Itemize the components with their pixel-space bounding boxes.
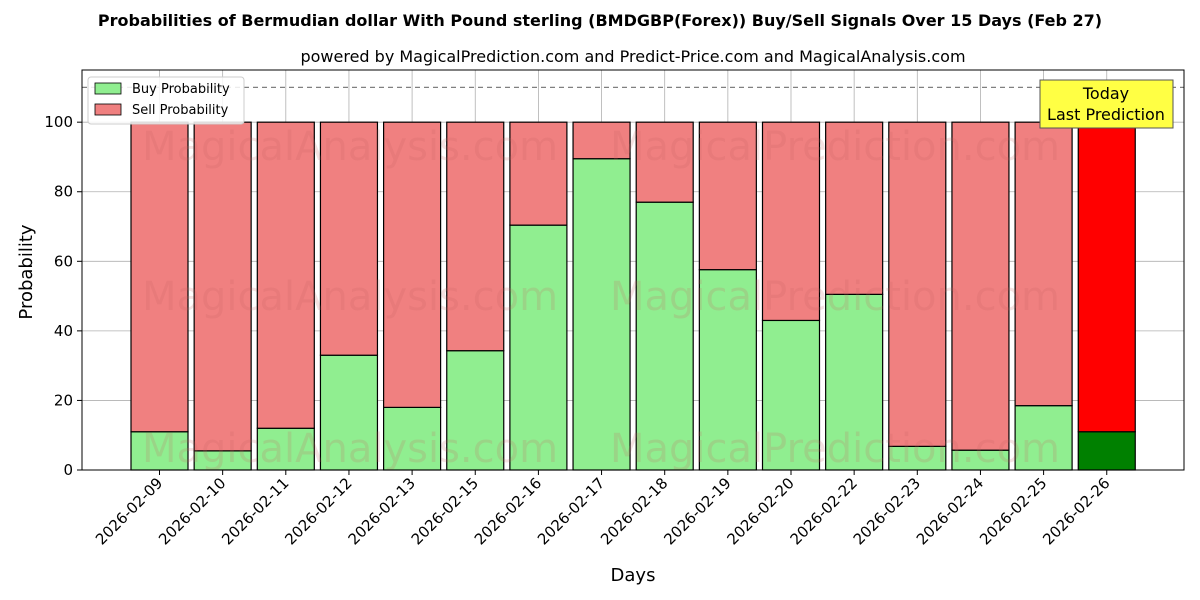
today-annotation: Today Last Prediction: [1039, 79, 1174, 129]
bar-sell-2026-02-25: [1014, 121, 1073, 407]
x-tick-label: 2026-02-13: [345, 474, 419, 548]
watermark: MagicalPrediction.com: [610, 426, 1060, 472]
x-axis: 2026-02-092026-02-102026-02-112026-02-12…: [92, 470, 1114, 548]
y-tick-label: 20: [54, 391, 73, 409]
bar-buy-2026-02-17: [572, 158, 631, 471]
x-tick-label: 2026-02-23: [850, 474, 924, 548]
bar-sell-2026-02-19: [698, 121, 757, 271]
y-tick-label: 40: [54, 322, 73, 340]
legend-sell-swatch: [94, 103, 122, 116]
bar-sell-2026-02-23: [888, 121, 947, 447]
bar-buy-2026-02-11: [256, 427, 315, 471]
bar-sell-2026-02-16: [509, 121, 568, 226]
watermark: MagicalPrediction.com: [610, 124, 1060, 170]
x-tick-label: 2026-02-20: [723, 474, 797, 548]
bar-sell-2026-02-13: [383, 121, 442, 408]
x-tick-label: 2026-02-25: [976, 474, 1050, 548]
chart-subtitle: powered by MagicalPrediction.com and Pre…: [300, 47, 965, 66]
y-tick-label: 0: [63, 461, 73, 479]
x-tick-label: 2026-02-17: [534, 474, 608, 548]
x-axis-label: Days: [611, 565, 656, 586]
legend-box: [87, 76, 245, 125]
today-annotation-line2: Last Prediction: [1047, 105, 1165, 124]
chart-title: Probabilities of Bermudian dollar With P…: [98, 11, 1102, 30]
bar-sell-2026-02-24: [951, 121, 1010, 451]
watermarks: MagicalAnalysis.com MagicalPrediction.com…: [142, 124, 1060, 472]
x-tick-label: 2026-02-22: [787, 474, 861, 548]
bar-buy-2026-02-20: [761, 319, 821, 471]
bar-sell-2026-02-22: [825, 121, 884, 295]
y-tick-label: 80: [54, 183, 73, 201]
y-tick-label: 100: [44, 113, 73, 131]
watermark: MagicalAnalysis.com: [142, 426, 558, 472]
bar-sell-2026-02-26: [1077, 121, 1136, 433]
bar-buy-2026-02-13: [383, 406, 442, 471]
bar-buy-2026-02-22: [825, 293, 884, 471]
x-tick-label: 2026-02-15: [408, 474, 482, 548]
x-tick-label: 2026-02-19: [660, 474, 734, 548]
plot-frame: [81, 69, 1185, 471]
y-axis: 0 20 40 60 80 100: [44, 113, 82, 479]
bars: [130, 121, 1136, 471]
x-tick-label: 2026-02-18: [597, 474, 671, 548]
y-axis-label: Probability: [16, 224, 37, 319]
watermark: MagicalPrediction.com: [610, 274, 1060, 320]
legend-buy-label: Buy Probability: [132, 82, 230, 97]
bar-sell-2026-02-12: [319, 121, 379, 356]
watermark: MagicalAnalysis.com: [142, 274, 558, 320]
bar-sell-2026-02-11: [256, 121, 315, 429]
x-tick-label: 2026-02-16: [471, 474, 545, 548]
y-tick-label: 60: [54, 252, 73, 270]
bar-sell-2026-02-10: [193, 121, 252, 452]
today-annotation-box: [1039, 79, 1174, 129]
x-tick-label: 2026-02-09: [92, 474, 166, 548]
x-tick-label: 2026-02-24: [913, 474, 987, 548]
bar-sell-2026-02-20: [761, 121, 821, 322]
legend-sell-label: Sell Probability: [132, 103, 229, 118]
bar-sell-2026-02-18: [635, 121, 694, 203]
x-tick-label: 2026-02-26: [1039, 474, 1113, 548]
legend: Buy Probability Sell Probability: [87, 76, 245, 125]
bar-sell-2026-02-09: [130, 121, 189, 433]
bar-sell-2026-02-15: [446, 121, 505, 352]
bar-sell-2026-02-17: [572, 121, 631, 160]
today-annotation-line1: Today: [1082, 84, 1129, 103]
x-tick-label: 2026-02-10: [155, 474, 229, 548]
bar-buy-2026-02-26: [1077, 431, 1136, 471]
bar-buy-2026-02-18: [635, 201, 694, 471]
x-tick-label: 2026-02-12: [281, 474, 355, 548]
legend-buy-swatch: [94, 82, 122, 95]
x-tick-label: 2026-02-11: [218, 474, 292, 548]
watermark: MagicalAnalysis.com: [142, 124, 558, 170]
